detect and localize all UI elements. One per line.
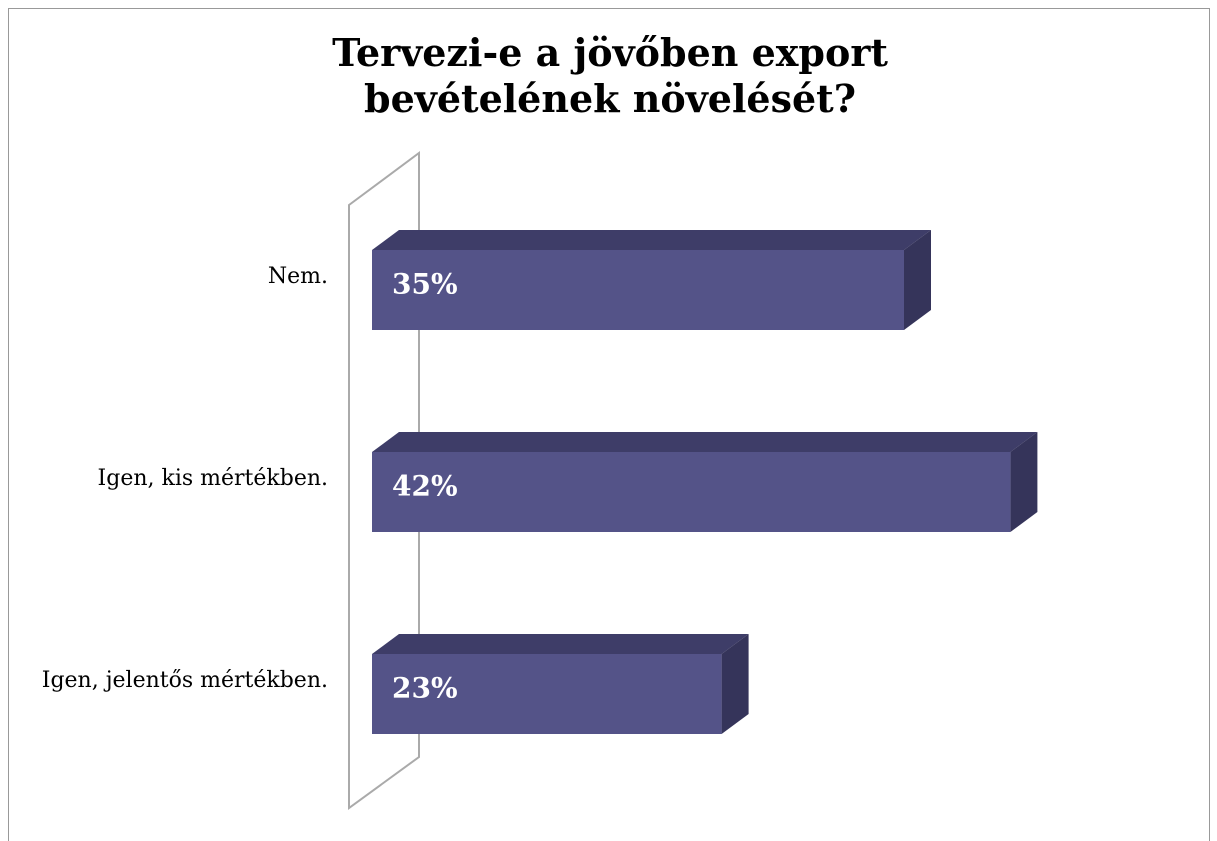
chart-border xyxy=(8,8,1210,841)
bar-top xyxy=(372,230,931,250)
value-label: 35% xyxy=(392,268,458,301)
bar-top xyxy=(372,432,1038,452)
category-label: Igen, kis mértékben. xyxy=(98,466,328,491)
chart-title: Tervezi-e a jövőben export bevételének n… xyxy=(332,30,888,121)
back-wall xyxy=(348,151,420,810)
value-label: 42% xyxy=(392,470,458,503)
bar-side xyxy=(721,634,749,734)
bar xyxy=(372,250,904,330)
bar-side xyxy=(904,230,931,330)
value-label: 23% xyxy=(392,672,458,705)
bar-top xyxy=(372,634,749,654)
category-label: Igen, jelentős mértékben. xyxy=(42,668,328,693)
bar-side xyxy=(1010,432,1038,532)
bar xyxy=(372,654,722,734)
bar xyxy=(372,452,1011,532)
category-label: Nem. xyxy=(268,264,328,289)
